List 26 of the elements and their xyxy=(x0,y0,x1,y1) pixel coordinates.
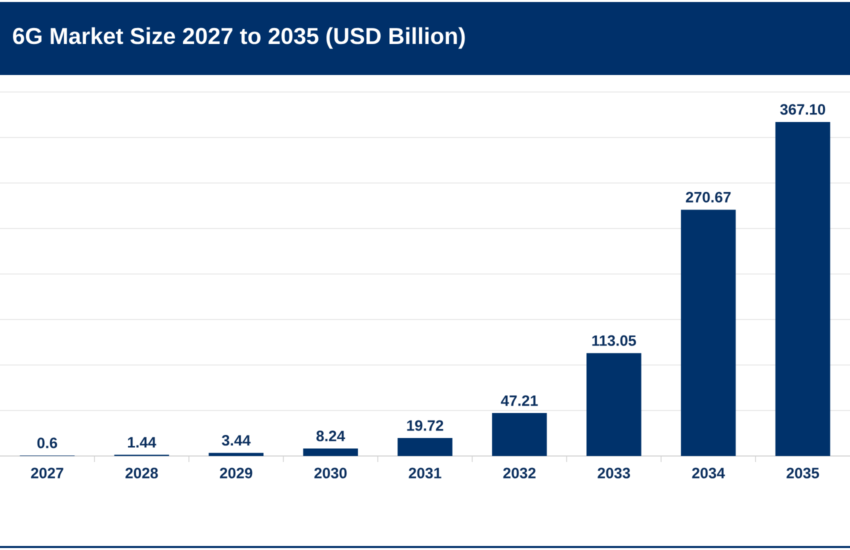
data-label: 0.6 xyxy=(37,438,58,448)
data-label: 3.44 xyxy=(222,435,251,446)
chart-title: 6G Market Size 2027 to 2035 (USD Billion) xyxy=(13,27,465,49)
x-tick-label: 2029 xyxy=(220,468,252,478)
data-label: 367.10 xyxy=(780,104,826,115)
x-tick-label: 2030 xyxy=(314,468,347,478)
bar xyxy=(303,448,358,456)
x-tick-label: 2033 xyxy=(598,468,630,478)
data-label: 113.05 xyxy=(592,335,636,346)
data-label: 8.24 xyxy=(316,430,346,442)
data-label: 19.72 xyxy=(407,420,444,431)
data-label: 270.67 xyxy=(686,192,731,202)
bar xyxy=(680,210,736,456)
x-tick-label: 2027 xyxy=(31,468,64,478)
data-label: 1.44 xyxy=(128,437,156,448)
data-label: 47.21 xyxy=(500,395,538,406)
bar xyxy=(398,438,452,456)
bar xyxy=(492,413,547,456)
x-tick-label: 2035 xyxy=(786,468,820,478)
x-tick-label: 2032 xyxy=(503,468,536,478)
x-tick-label: 2031 xyxy=(408,468,442,478)
x-tick-label: 2034 xyxy=(692,468,725,478)
x-tick-label: 2028 xyxy=(126,468,158,478)
bar xyxy=(586,353,642,456)
bar xyxy=(208,452,264,456)
bar xyxy=(775,122,830,456)
